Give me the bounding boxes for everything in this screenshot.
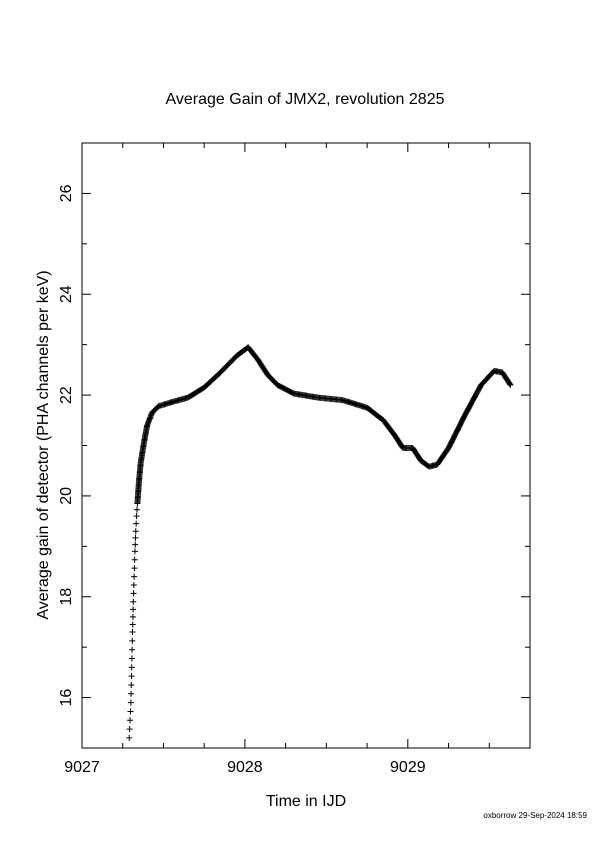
data-point: [129, 629, 136, 636]
data-point: [129, 621, 136, 628]
axis-tick-labels: 16 18 20 22 24 26 9027 9028 9029: [58, 184, 426, 776]
data-point: [130, 590, 137, 597]
data-point: [129, 646, 136, 653]
data-point: [133, 513, 140, 520]
data-point: [126, 726, 133, 733]
data-point: [128, 681, 135, 688]
data-point: [128, 673, 135, 680]
y-tick-label: 16: [58, 689, 75, 707]
data-point: [130, 598, 137, 605]
data-point: [133, 506, 140, 513]
data-point: [130, 606, 137, 613]
data-point: [129, 613, 136, 620]
data-point: [130, 581, 137, 588]
data-point: [132, 541, 139, 548]
y-tick-label: 26: [58, 184, 75, 202]
y-tick-label: 18: [58, 588, 75, 606]
y-tick-label: 22: [58, 386, 75, 404]
data-point: [128, 655, 135, 662]
footer-stamp: oxborrow 29-Sep-2024 18:59: [483, 811, 587, 820]
data-point: [128, 664, 135, 671]
data-point: [506, 381, 513, 388]
data-point: [131, 548, 138, 555]
data-point: [507, 382, 514, 388]
x-tick-label: 9027: [64, 759, 100, 776]
data-point: [127, 699, 134, 706]
y-tick-label: 24: [58, 285, 75, 303]
data-point: [131, 556, 138, 563]
data-point: [129, 637, 136, 644]
x-axis-label: Time in IJD: [266, 793, 346, 810]
data-point: [132, 534, 139, 541]
data-point: [132, 528, 139, 535]
y-tick-label: 20: [58, 487, 75, 505]
x-tick-label: 9029: [390, 759, 426, 776]
data-point: [131, 565, 138, 572]
data-point: [133, 520, 140, 527]
data-point: [127, 717, 134, 724]
plot-frame: [81, 142, 531, 749]
x-tick-label: 9028: [227, 759, 263, 776]
data-point: [127, 708, 134, 715]
axis-ticks: [81, 142, 531, 749]
data-point: [126, 734, 133, 741]
data-points: [126, 344, 514, 741]
y-axis-label: Average gain of detector (PHA channels p…: [35, 270, 52, 619]
chart-title: Average Gain of JMX2, revolution 2825: [166, 91, 445, 108]
data-point: [128, 690, 135, 697]
data-point: [131, 573, 138, 580]
